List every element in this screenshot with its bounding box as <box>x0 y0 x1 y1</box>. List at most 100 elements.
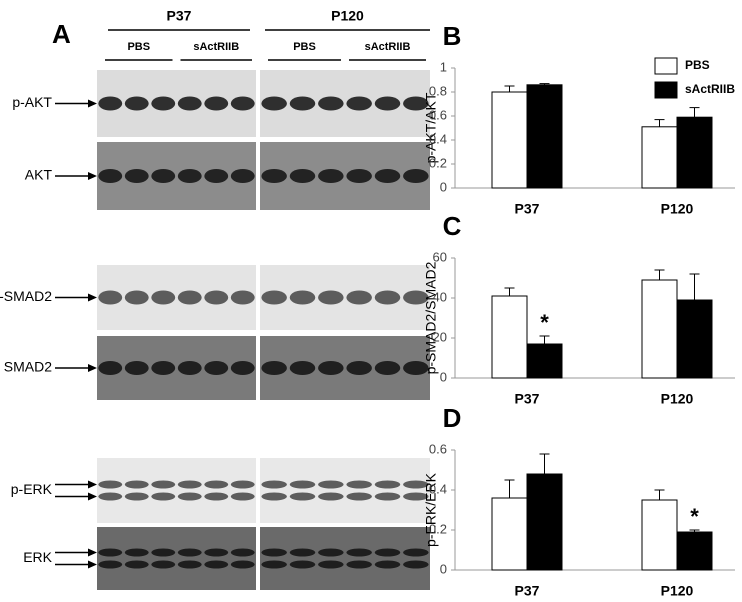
blot-row-label: AKT <box>25 167 53 183</box>
blot-band <box>374 560 401 569</box>
blot-band <box>318 169 344 183</box>
treatment-label: PBS <box>293 41 316 53</box>
blot-band <box>204 548 229 557</box>
panel-letter: C <box>443 211 462 241</box>
blot-band <box>318 492 344 501</box>
blot-band <box>261 96 287 111</box>
blot-band <box>374 361 401 375</box>
blot-band <box>124 548 149 557</box>
blot-band <box>151 290 176 305</box>
x-tick-label: P37 <box>515 583 540 599</box>
blot-band <box>177 548 202 557</box>
x-tick-label: P120 <box>661 201 694 217</box>
blot-band <box>151 492 176 501</box>
blot-row-label: p-SMAD2 <box>0 288 52 304</box>
blot-band <box>230 361 255 375</box>
blot-band <box>151 548 176 557</box>
blot-band <box>403 361 429 375</box>
blot-band <box>403 480 429 489</box>
blot-band <box>177 96 202 111</box>
blot-band <box>204 492 229 501</box>
blot-band <box>124 480 149 489</box>
panel-letter: A <box>52 19 71 49</box>
blot-band <box>374 480 401 489</box>
blot-band <box>204 96 229 111</box>
blot-band <box>403 492 429 501</box>
y-tick-label: 0.6 <box>429 441 447 456</box>
arrow-head <box>88 480 97 489</box>
blot-band <box>177 290 202 305</box>
panel-letter: B <box>443 21 462 51</box>
y-tick-label: 0.4 <box>429 131 447 146</box>
blot-band <box>403 560 429 569</box>
arrow-head <box>88 560 97 569</box>
y-axis-label: p-AKT/AKT <box>423 92 439 163</box>
bar <box>676 116 713 189</box>
blot-image <box>97 142 256 210</box>
y-tick-label: 0.6 <box>429 107 447 122</box>
blot-band <box>403 169 429 183</box>
x-tick-label: P37 <box>515 391 540 407</box>
blot-image <box>97 336 256 400</box>
blot-band <box>98 96 123 111</box>
blot-band <box>98 480 123 489</box>
arrow-head <box>88 293 97 302</box>
legend-swatch <box>654 81 678 99</box>
blot-band <box>98 169 123 183</box>
blot-band <box>124 560 149 569</box>
blot-band <box>230 492 255 501</box>
blot-band <box>346 548 372 557</box>
treatment-label: sActRIIB <box>193 41 239 53</box>
arrow-head <box>88 364 97 372</box>
y-tick-label: 0.4 <box>429 481 447 496</box>
significance-marker: * <box>540 310 549 335</box>
y-axis-label: p-ERK/ERK <box>423 472 439 547</box>
blot-band <box>177 361 202 375</box>
blot-band <box>124 96 149 111</box>
blot-band <box>230 290 255 305</box>
y-tick-label: 0 <box>440 561 447 576</box>
blot-band <box>230 548 255 557</box>
blot-image <box>260 142 430 210</box>
blot-band <box>346 361 372 375</box>
group-label: P120 <box>331 8 364 24</box>
blot-row-label: SMAD2 <box>4 359 52 375</box>
blot-band <box>261 361 287 375</box>
bar <box>526 84 563 189</box>
blot-band <box>374 96 401 111</box>
blot-band <box>230 480 255 489</box>
blot-band <box>289 492 316 501</box>
y-tick-label: 0.2 <box>429 521 447 536</box>
blot-band <box>261 480 287 489</box>
significance-marker: * <box>690 504 699 529</box>
blot-band <box>98 560 123 569</box>
blot-band <box>204 169 229 183</box>
blot-band <box>124 169 149 183</box>
blot-band <box>230 96 255 111</box>
blot-band <box>230 560 255 569</box>
blot-band <box>346 480 372 489</box>
bar <box>641 279 678 379</box>
blot-band <box>289 96 316 111</box>
blot-band <box>289 290 316 305</box>
y-tick-label: 60 <box>433 249 447 264</box>
arrow-head <box>88 99 97 108</box>
blot-row-label: ERK <box>23 549 52 565</box>
blot-band <box>289 480 316 489</box>
bar <box>491 295 528 379</box>
bar <box>641 126 678 189</box>
blot-band <box>318 96 344 111</box>
blot-image <box>260 336 430 400</box>
y-tick-label: 1 <box>440 59 447 74</box>
blot-band <box>403 548 429 557</box>
blot-band <box>177 492 202 501</box>
blot-image <box>260 265 430 330</box>
bar <box>491 497 528 571</box>
blot-band <box>318 548 344 557</box>
blot-image <box>260 458 430 523</box>
blot-band <box>346 492 372 501</box>
blot-image <box>260 70 430 137</box>
blot-band <box>124 492 149 501</box>
blot-band <box>177 560 202 569</box>
legend-label: PBS <box>685 58 710 72</box>
